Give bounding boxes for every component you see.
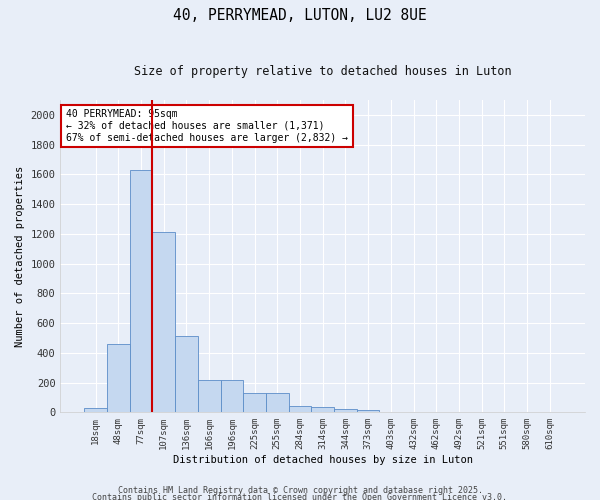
Bar [289, 406, 311, 412]
X-axis label: Distribution of detached houses by size in Luton: Distribution of detached houses by size … [173, 455, 473, 465]
Bar [152, 232, 175, 412]
Bar [243, 393, 266, 412]
Title: Size of property relative to detached houses in Luton: Size of property relative to detached ho… [134, 65, 512, 78]
Bar [107, 344, 130, 412]
Bar [266, 393, 289, 412]
Text: 40 PERRYMEAD: 95sqm
← 32% of detached houses are smaller (1,371)
67% of semi-det: 40 PERRYMEAD: 95sqm ← 32% of detached ho… [65, 110, 347, 142]
Text: Contains public sector information licensed under the Open Government Licence v3: Contains public sector information licen… [92, 494, 508, 500]
Text: Contains HM Land Registry data © Crown copyright and database right 2025.: Contains HM Land Registry data © Crown c… [118, 486, 482, 495]
Text: 40, PERRYMEAD, LUTON, LU2 8UE: 40, PERRYMEAD, LUTON, LU2 8UE [173, 8, 427, 22]
Bar [311, 407, 334, 412]
Bar [198, 380, 221, 412]
Bar [175, 336, 198, 412]
Bar [84, 408, 107, 412]
Bar [334, 410, 357, 412]
Y-axis label: Number of detached properties: Number of detached properties [15, 166, 25, 347]
Bar [221, 380, 243, 412]
Bar [357, 410, 379, 412]
Bar [130, 170, 152, 412]
